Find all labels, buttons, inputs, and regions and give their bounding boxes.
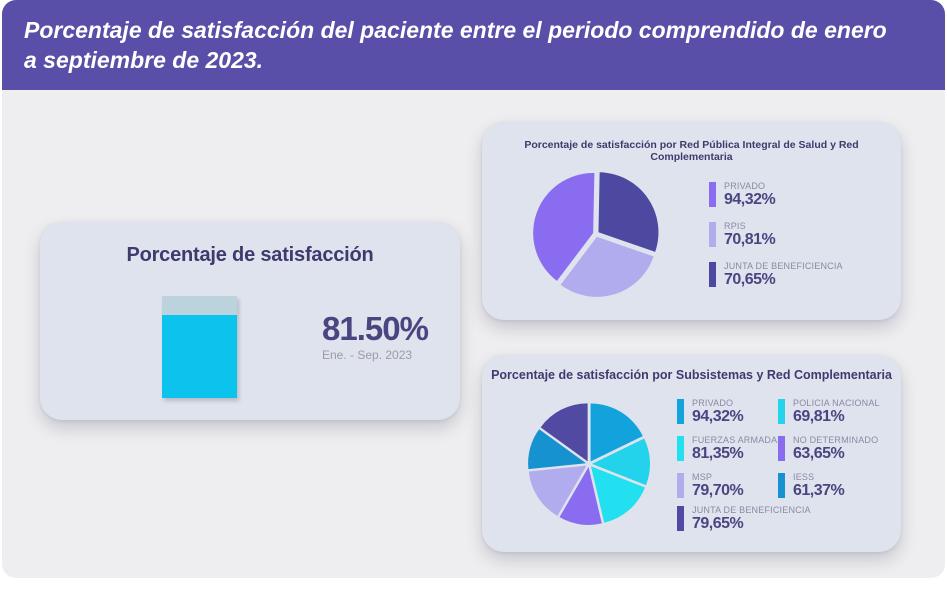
subsystems-legend-swatch (778, 473, 785, 498)
rpis-legend-value: 70,65% (724, 271, 776, 288)
subsystems-slice-msp (528, 465, 587, 516)
page-title: Porcentaje de satisfacción del paciente … (24, 17, 887, 73)
rpis-legend-label: PRIVADO (724, 181, 766, 191)
rpis-slice-junta-de-beneficiencia (598, 172, 659, 252)
rpis-chart-title: Porcentaje de satisfacción por Red Públi… (524, 139, 859, 163)
rpis-legend-value: 70,81% (724, 231, 776, 248)
subsystems-legend-label: JUNTA DE BENEFICIENCIA (692, 505, 811, 515)
satisfaction-gauge-fill (162, 314, 237, 398)
subsystems-legend-value: 61,37% (793, 482, 845, 499)
infographic-frame: Porcentaje de satisfacción del paciente … (2, 0, 945, 578)
rpis-legend-swatch (709, 222, 716, 247)
header-banner: Porcentaje de satisfacción del paciente … (2, 0, 945, 90)
subsystems-legend-swatch (677, 399, 684, 424)
subsystems-legend-label: FUERZAS ARMADAS (692, 435, 784, 445)
subsystems-legend-swatch (677, 436, 684, 461)
subsystems-legend-label: NO DETERMINADO (793, 435, 879, 445)
overall-satisfaction-card: Porcentaje de satisfacción 81.50% Ene. -… (40, 222, 460, 420)
satisfaction-gauge (162, 296, 237, 398)
subsystems-pie-chart (528, 403, 650, 525)
rpis-slice-rpis (560, 236, 654, 297)
rpis-legend-swatch (709, 182, 716, 207)
subsystems-slice-policia-nacional (591, 438, 650, 486)
subsystems-legend-value: 81,35% (692, 445, 744, 462)
subsystems-legend-label: IESS (793, 472, 815, 482)
rpis-legend-label: JUNTA DE BENEFICIENCIA (724, 261, 843, 271)
subsystems-legend-value: 79,65% (692, 515, 744, 532)
rpis-slice-privado (533, 173, 595, 281)
subsystems-slice-junta-de-beneficiencia (540, 403, 588, 462)
subsystems-slice-fuerzas-armadas (590, 466, 645, 523)
rpis-legend-swatch (709, 262, 716, 287)
subsystems-slice-iess (528, 429, 587, 470)
subsystems-legend-value: 79,70% (692, 482, 744, 499)
rpis-pie-chart (533, 172, 659, 297)
rpis-legend-label: RPIS (724, 221, 746, 231)
subsystems-legend-swatch (677, 473, 684, 498)
subsystems-chart-title: Porcentaje de satisfacción por Subsistem… (491, 368, 892, 382)
subsystems-satisfaction-card: Porcentaje de satisfacción por Subsistem… (482, 355, 901, 552)
subsystems-legend-swatch (778, 399, 785, 424)
overall-satisfaction-period: Ene. - Sep. 2023 (322, 348, 413, 362)
subsystems-legend-label: POLICIA NACIONAL (793, 398, 880, 408)
overall-satisfaction-value: 81.50% (322, 310, 429, 347)
subsystems-slice-no-determinado (559, 466, 602, 525)
subsystems-slice-privado (590, 403, 643, 462)
rpis-legend-value: 94,32% (724, 191, 776, 208)
subsystems-legend-label: MSP (692, 472, 713, 482)
subsystems-legend-value: 94,32% (692, 408, 744, 425)
subsystems-legend-label: PRIVADO (692, 398, 734, 408)
subsystems-legend-swatch (778, 436, 785, 461)
subsystems-legend-value: 69,81% (793, 408, 845, 425)
rpis-satisfaction-card: Porcentaje de satisfacción por Red Públi… (482, 122, 901, 320)
overall-satisfaction-title: Porcentaje de satisfacción (126, 244, 374, 266)
subsystems-legend-value: 63,65% (793, 445, 845, 462)
subsystems-legend-swatch (677, 506, 684, 531)
